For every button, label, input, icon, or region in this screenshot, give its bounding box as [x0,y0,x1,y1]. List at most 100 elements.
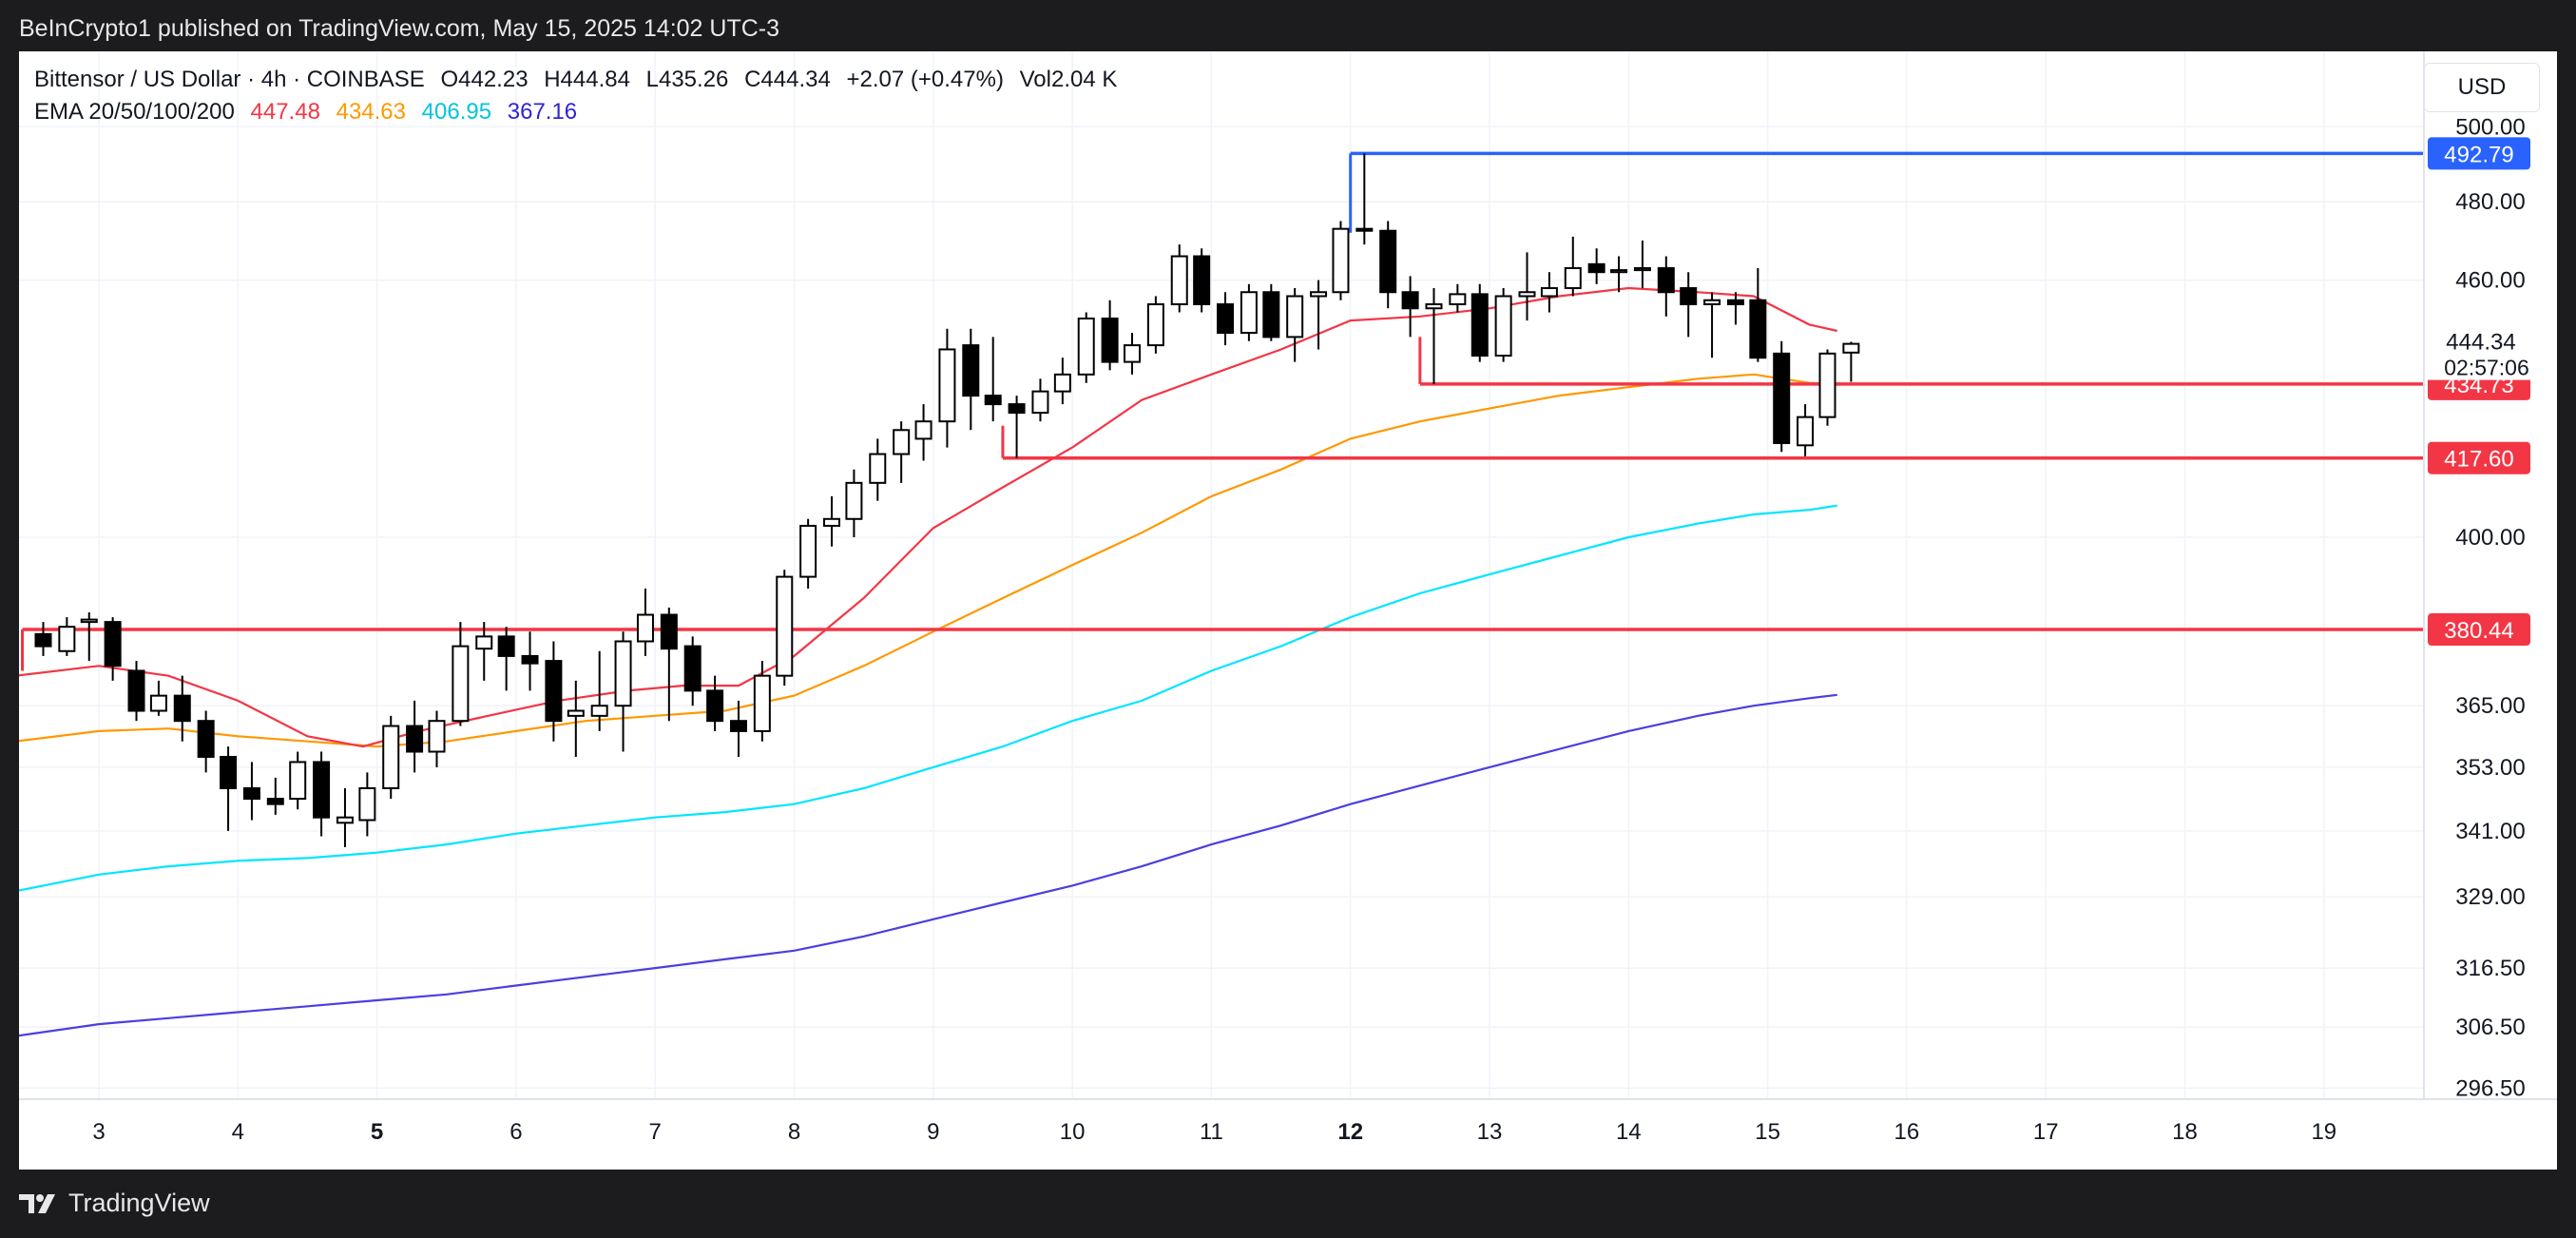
candle-body[interactable] [1193,255,1211,306]
candle-body[interactable] [893,429,911,455]
candle-body[interactable] [406,725,424,753]
candle-body[interactable] [220,755,238,789]
symbol-legend: Bittensor / US Dollar · 4h · COINBASE O4… [34,67,1126,93]
candle-body[interactable] [1494,295,1512,358]
candle-body[interactable] [1633,267,1651,272]
candle-body[interactable] [104,621,122,667]
candle-body[interactable] [197,720,215,758]
candle-body[interactable] [1379,229,1397,294]
candle-body[interactable] [706,689,724,723]
candle-body[interactable] [1818,352,1836,418]
ema-label[interactable]: EMA 20/50/100/200 [34,99,235,125]
price-tag-417.60 [2428,441,2530,474]
candle-body[interactable] [521,654,539,665]
candle-body[interactable] [1610,269,1628,274]
tradingview-logo[interactable]: TradingView [19,1189,210,1218]
candle-body[interactable] [590,705,608,717]
candle-body[interactable] [497,635,515,657]
candle-body[interactable] [614,640,632,707]
candle-body[interactable] [1703,299,1721,306]
candle-body[interactable] [475,635,493,650]
candle-body[interactable] [336,816,354,824]
candle-body[interactable] [1425,303,1443,310]
candle-body[interactable] [1355,227,1374,232]
ohlc-close: C444.34 [744,67,831,92]
candle-body[interactable] [80,618,98,624]
candle-body[interactable] [1286,295,1304,339]
candle-body[interactable] [1540,287,1558,298]
candle-body[interactable] [428,720,446,753]
x-tick-label: 13 [1477,1119,1503,1145]
candle-body[interactable] [1332,227,1350,294]
candle-body[interactable] [173,694,191,723]
candle-body[interactable] [1449,293,1467,306]
ema200-value: 367.16 [507,99,578,125]
candle-body[interactable] [845,481,863,520]
grid-lines [19,51,2424,1099]
candle-body[interactable] [984,395,1002,406]
y-tick-label: 460.00 [2455,268,2525,294]
candle-body[interactable] [242,786,260,801]
y-tick-label: 316.50 [2455,956,2525,981]
candle-body[interactable] [1518,291,1536,298]
currency-button[interactable]: USD [2424,63,2540,112]
candle-body[interactable] [1680,287,1698,306]
candle-body[interactable] [823,517,841,527]
candle-body[interactable] [266,798,284,805]
candle-body[interactable] [1170,255,1188,306]
candle-body[interactable] [1657,267,1675,294]
candle-body[interactable] [729,720,747,732]
candle-body[interactable] [683,645,702,692]
x-tick-label: 18 [2172,1119,2198,1145]
candle-body[interactable] [1842,342,1860,354]
candle-body[interactable] [1773,352,1791,445]
symbol-title[interactable]: Bittensor / US Dollar · 4h · COINBASE [34,67,425,92]
candle-body[interactable] [1310,291,1328,298]
price-tag-492.79 [2428,137,2530,170]
candle-body[interactable] [34,632,52,648]
candle-body[interactable] [1471,293,1489,358]
candle-body[interactable] [753,674,771,732]
candle-body[interactable] [914,420,932,440]
candle-body[interactable] [567,709,585,717]
x-tick-label: 3 [92,1119,105,1145]
candle-body[interactable] [1401,291,1419,310]
candle-body[interactable] [1008,403,1026,415]
candle-body[interactable] [545,660,563,723]
candle-body[interactable] [869,453,887,484]
candle-body[interactable] [58,626,76,652]
candle-body[interactable] [1797,416,1815,447]
candle-body[interactable] [1077,317,1095,376]
candle-body[interactable] [962,344,980,397]
x-tick-label: 17 [2033,1119,2059,1145]
chart-panel[interactable]: 3 4 5 6 7 8 9 10 11 12 13 14 15 16 17 18 19 500.00 480.00 4… [19,51,2557,1170]
candle-body[interactable] [358,786,376,822]
price-chart[interactable]: 3 4 5 6 7 8 9 10 11 12 13 14 15 16 17 18 19 500.00 480.00 4… [19,51,2557,1170]
candle-body[interactable] [452,645,470,723]
candle-body[interactable] [1749,299,1767,359]
candle-body[interactable] [289,761,307,801]
candle-body[interactable] [127,669,145,712]
candle-body[interactable] [1564,267,1582,290]
candle-body[interactable] [1587,262,1605,274]
candle-body[interactable] [799,524,817,578]
candle-body[interactable] [382,725,400,789]
last-price-tag [2428,324,2557,380]
ema100-value: 406.95 [421,99,492,125]
candle-body[interactable] [1146,303,1164,347]
candle-body[interactable] [1031,390,1049,415]
candle-body[interactable] [1124,344,1142,363]
candle-body[interactable] [1262,291,1280,339]
candle-body[interactable] [1217,303,1235,335]
candle-body[interactable] [149,694,167,712]
candle-body[interactable] [776,575,794,677]
candle-body[interactable] [313,761,331,819]
candle-body[interactable] [1101,317,1119,363]
candle-body[interactable] [636,613,654,643]
candle-body[interactable] [660,613,678,650]
ema20-value: 447.48 [250,99,320,125]
candle-body[interactable] [1726,299,1744,306]
candle-body[interactable] [1053,373,1071,393]
candle-body[interactable] [1240,291,1258,335]
candle-body[interactable] [938,348,956,423]
